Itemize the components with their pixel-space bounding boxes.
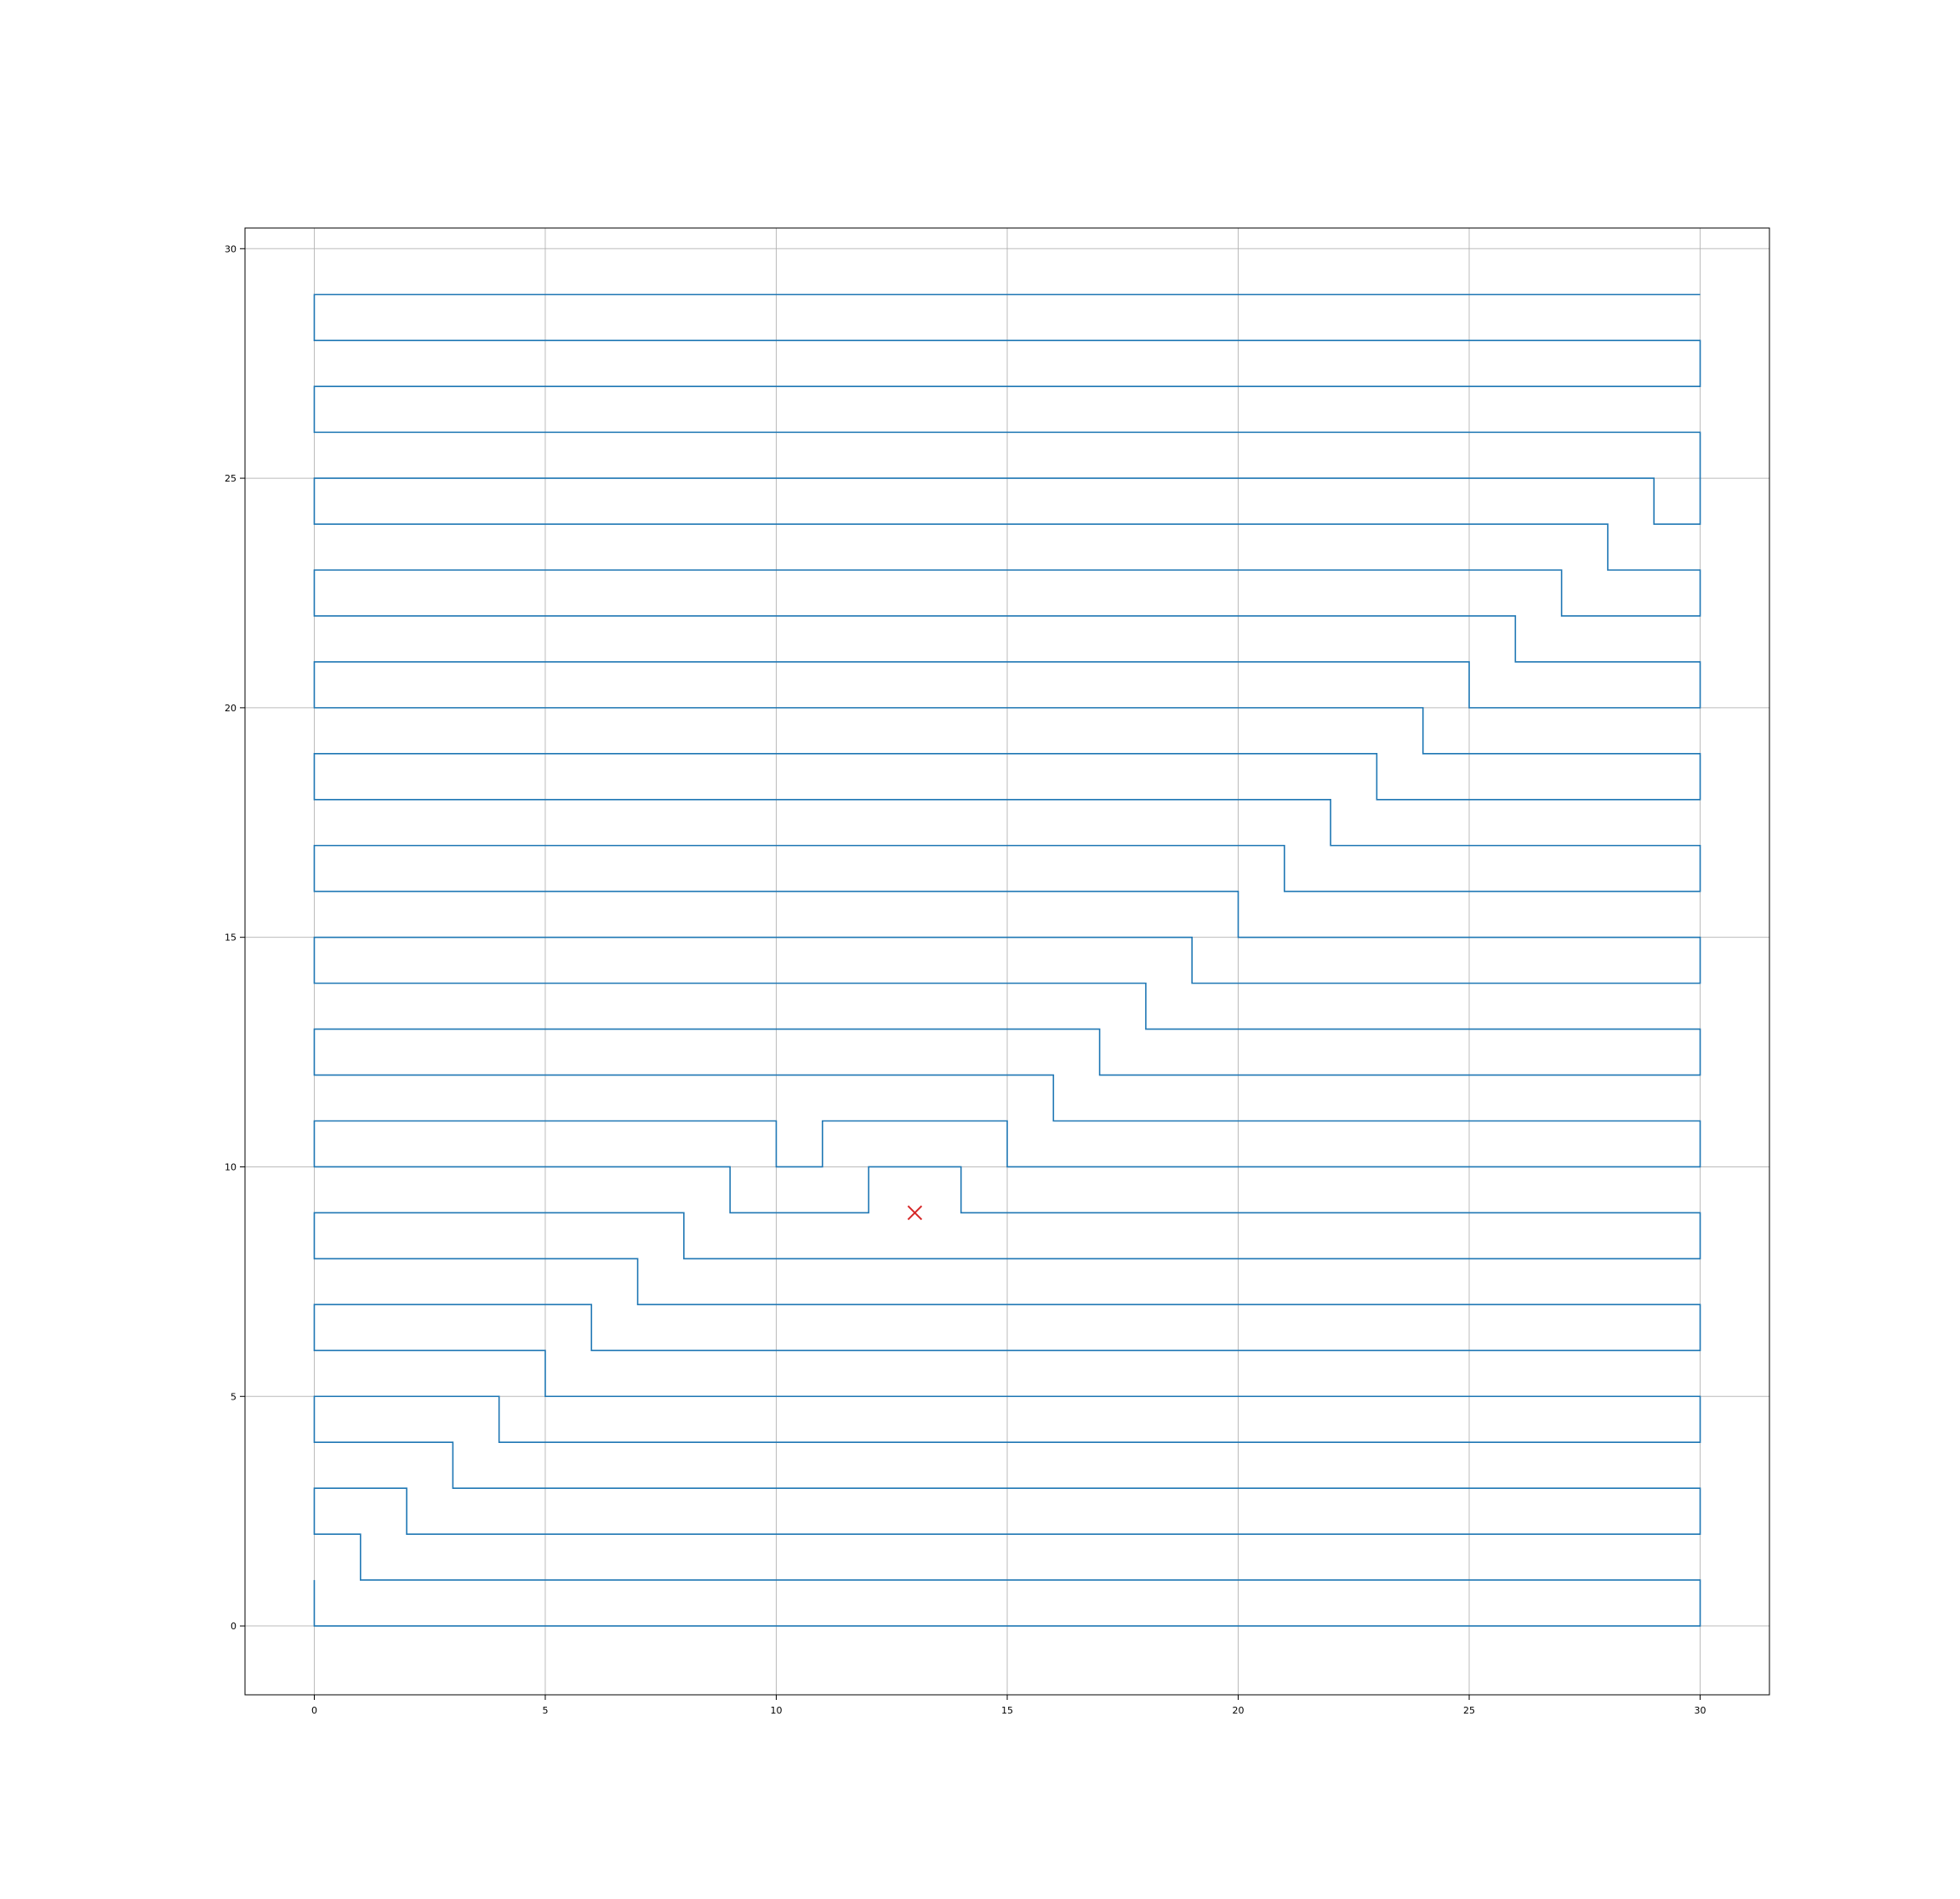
series-layer (313, 294, 1701, 1627)
y-tick-label: 25 (225, 473, 236, 484)
y-tick-label: 5 (231, 1391, 236, 1402)
x-tick-label: 30 (1695, 1705, 1706, 1716)
x-tick-label: 5 (542, 1705, 548, 1716)
x-tick-label: 10 (770, 1705, 782, 1716)
y-tick-label: 30 (225, 243, 236, 254)
x-tick-label: 20 (1233, 1705, 1245, 1716)
tick-layer: 0 5 10 15 20 25 30 0 5 10 15 20 25 30 (225, 243, 1706, 1716)
x-marker-stroke (907, 1205, 923, 1221)
x-tick-label: 0 (311, 1705, 317, 1716)
y-tick-label: 15 (225, 932, 236, 944)
y-tick-label: 10 (225, 1161, 236, 1172)
path-series-line (313, 294, 1701, 1627)
x-tick-label: 15 (1001, 1705, 1013, 1716)
x-tick-label: 25 (1463, 1705, 1475, 1716)
y-tick-label: 0 (231, 1621, 236, 1632)
x-marker (907, 1205, 923, 1221)
y-tick-label: 20 (225, 703, 236, 714)
